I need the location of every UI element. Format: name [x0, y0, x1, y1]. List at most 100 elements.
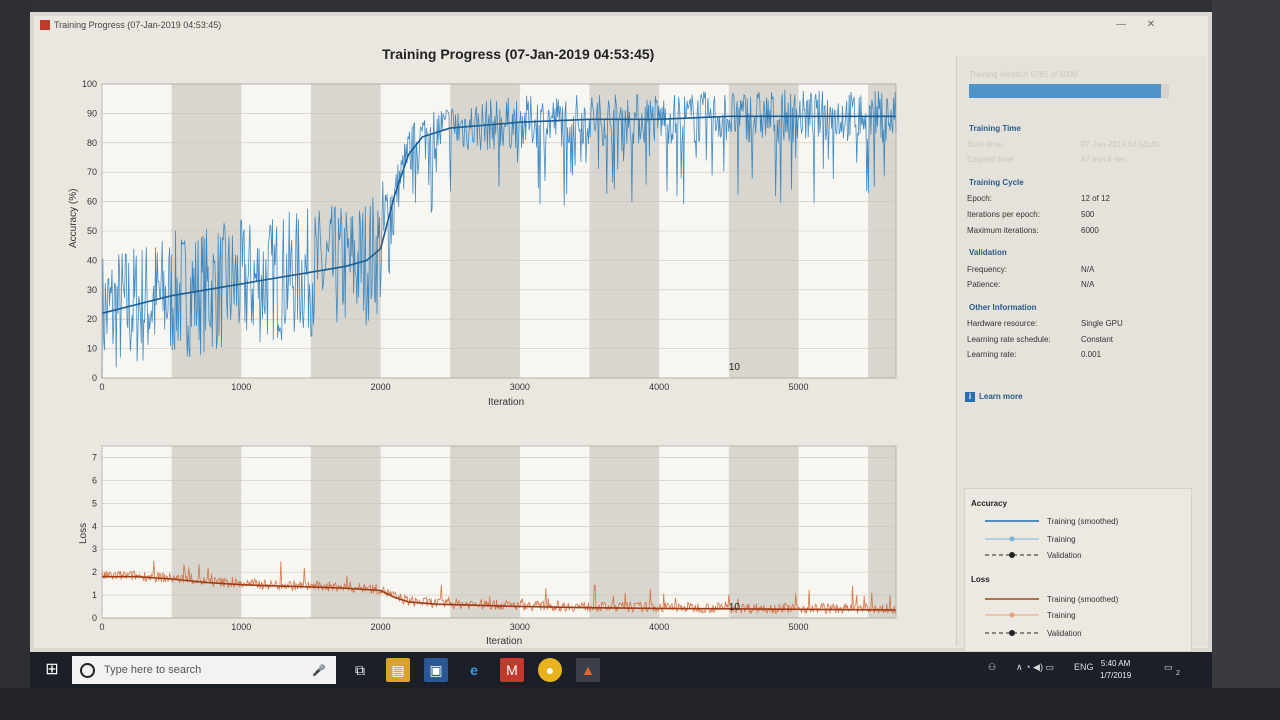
loss-ytick-label: 7 [92, 452, 97, 462]
accuracy-axes-frame [101, 83, 897, 379]
legend-panel: Accuracy Training (smoothed) Training Va… [964, 488, 1192, 652]
task-view-icon[interactable]: ⧉ [355, 662, 365, 678]
loss-xtick-label: 3000 [510, 622, 530, 632]
legend-loss-smoothed-label: Training (smoothed) [1047, 595, 1119, 604]
loss-epoch-band [589, 446, 660, 618]
accuracy-x-label: Iteration [488, 397, 525, 408]
epoch-label: Epoch: [967, 194, 992, 203]
accuracy-smoothed-line [101, 115, 896, 315]
legend-loss-title: Loss [971, 575, 990, 584]
legend-acc-training-marker [1009, 536, 1015, 542]
taskbar-search[interactable]: Type here to search 🎤 [72, 656, 336, 684]
loss-xtick-label: 1000 [231, 622, 251, 632]
iterations-per-epoch-label: Iterations per epoch: [967, 210, 1040, 219]
loss-ytick-label: 2 [92, 567, 97, 577]
window-title: Training Progress (07-Jan-2019 04:53:45) [54, 20, 222, 30]
loss-epoch-band [450, 446, 520, 618]
loss-ytick-label: 3 [92, 544, 97, 554]
loss-epoch-band [171, 446, 242, 618]
legend-loss-training-marker [1009, 612, 1015, 618]
notification-center-icon[interactable]: ▭ [1164, 662, 1173, 672]
file-explorer-icon[interactable]: ▤ [386, 658, 410, 682]
tray-icons[interactable]: ∧ ◔ ◀) ▭ [1016, 662, 1054, 672]
accuracy-ytick-label: 100 [82, 79, 97, 89]
legend-acc-validation-label: Validation [1047, 551, 1082, 560]
hardware-value: Single GPU [1081, 319, 1123, 328]
validation-title: Validation [969, 248, 1007, 257]
frequency-value: N/A [1081, 265, 1095, 274]
cortana-icon [80, 663, 95, 678]
elapsed-time-label: Elapsed time: [967, 155, 1016, 164]
loss-ytick-label: 4 [92, 521, 97, 531]
accuracy-ytick-label: 90 [87, 108, 97, 118]
legend-acc-training-label: Training [1047, 535, 1076, 544]
patience-value: N/A [1081, 280, 1095, 289]
elapsed-time-value: 47 min 4 sec [1081, 155, 1127, 164]
accuracy-ytick-label: 40 [87, 255, 97, 265]
accuracy-xtick-label: 0 [99, 382, 104, 392]
legend-loss-validation-marker [1009, 630, 1015, 636]
system-clock[interactable]: 5:40 AM 1/7/2019 [1100, 658, 1131, 682]
accuracy-xtick-label: 5000 [788, 382, 808, 392]
accuracy-ytick-label: 0 [92, 373, 97, 383]
accuracy-ytick-label: 70 [87, 167, 97, 177]
legend-loss-training-label: Training [1047, 611, 1076, 620]
loss-xtick-label: 4000 [649, 622, 669, 632]
start-time-label: Start time: [967, 140, 1004, 149]
matlab-taskbar-icon[interactable]: ▲ [576, 658, 600, 682]
store-app-icon[interactable]: ▣ [424, 658, 448, 682]
patience-label: Patience: [967, 280, 1001, 289]
progress-text: Training iteration 5765 of 6000 [969, 70, 1078, 79]
loss-axes-frame [101, 445, 897, 619]
loss-epoch-band [310, 446, 381, 618]
frequency-label: Frequency: [967, 265, 1008, 274]
monitor-bezel-bottom [0, 688, 1280, 720]
edge-browser-icon[interactable]: e [470, 662, 478, 678]
close-button[interactable]: ✕ [1146, 19, 1156, 30]
progress-bar [969, 84, 1169, 98]
loss-epoch-band [868, 446, 896, 618]
legend-acc-validation-marker [1009, 552, 1015, 558]
microphone-icon[interactable]: 🎤 [312, 665, 326, 677]
loss-ytick-label: 6 [92, 475, 97, 485]
screen: Training Progress (07-Jan-2019 04:53:45)… [30, 12, 1212, 688]
accuracy-ytick-label: 80 [87, 138, 97, 148]
windows-start-icon[interactable]: ⊞ [45, 661, 59, 678]
language-indicator[interactable]: ENG [1074, 662, 1094, 672]
accuracy-xtick-label: 3000 [510, 382, 530, 392]
chrome-browser-icon[interactable]: ● [538, 658, 562, 682]
loss-x-label: Iteration [486, 636, 523, 647]
iterations-per-epoch-value: 500 [1081, 210, 1095, 219]
accuracy-xtick-label: 4000 [649, 382, 669, 392]
accuracy-y-label: Accuracy (%) [68, 188, 79, 248]
minimize-button[interactable]: — [1116, 19, 1126, 30]
other-info-title: Other Information [969, 303, 1037, 312]
training-progress-window: Training Progress (07-Jan-2019 04:53:45)… [34, 16, 1208, 652]
mcafee-icon[interactable]: M [500, 658, 524, 682]
training-time-title: Training Time [969, 124, 1021, 133]
loss-epoch-label: 10 [729, 602, 741, 613]
people-icon[interactable]: ⚇ [988, 662, 997, 672]
accuracy-xtick-label: 1000 [231, 382, 251, 392]
legend-loss-swatches [985, 598, 1039, 636]
epoch-value: 12 of 12 [1081, 194, 1110, 203]
learning-rate-value: 0.001 [1081, 350, 1102, 359]
figure-title: Training Progress (07-Jan-2019 04:53:45) [382, 46, 655, 62]
start-time-value: 07-Jan-2019 04:53:45 [1081, 140, 1160, 149]
info-icon: i [965, 392, 975, 402]
progress-fill [969, 84, 1161, 98]
loss-smoothed-line [102, 575, 897, 611]
loss-epoch-band [728, 446, 799, 618]
accuracy-ytick-label: 30 [87, 285, 97, 295]
clock-date: 1/7/2019 [1100, 671, 1132, 680]
learn-more-link[interactable]: i Learn more [965, 392, 1023, 402]
accuracy-training-line [101, 89, 897, 379]
monitor-bezel-top [0, 0, 1280, 12]
accuracy-xtick-label: 2000 [371, 382, 391, 392]
search-placeholder: Type here to search [104, 664, 202, 676]
legend-loss-validation-label: Validation [1047, 629, 1082, 638]
window-titlebar[interactable]: Training Progress (07-Jan-2019 04:53:45)… [34, 16, 1208, 34]
accuracy-ytick-label: 60 [87, 197, 97, 207]
monitor-bezel-left [0, 0, 30, 720]
